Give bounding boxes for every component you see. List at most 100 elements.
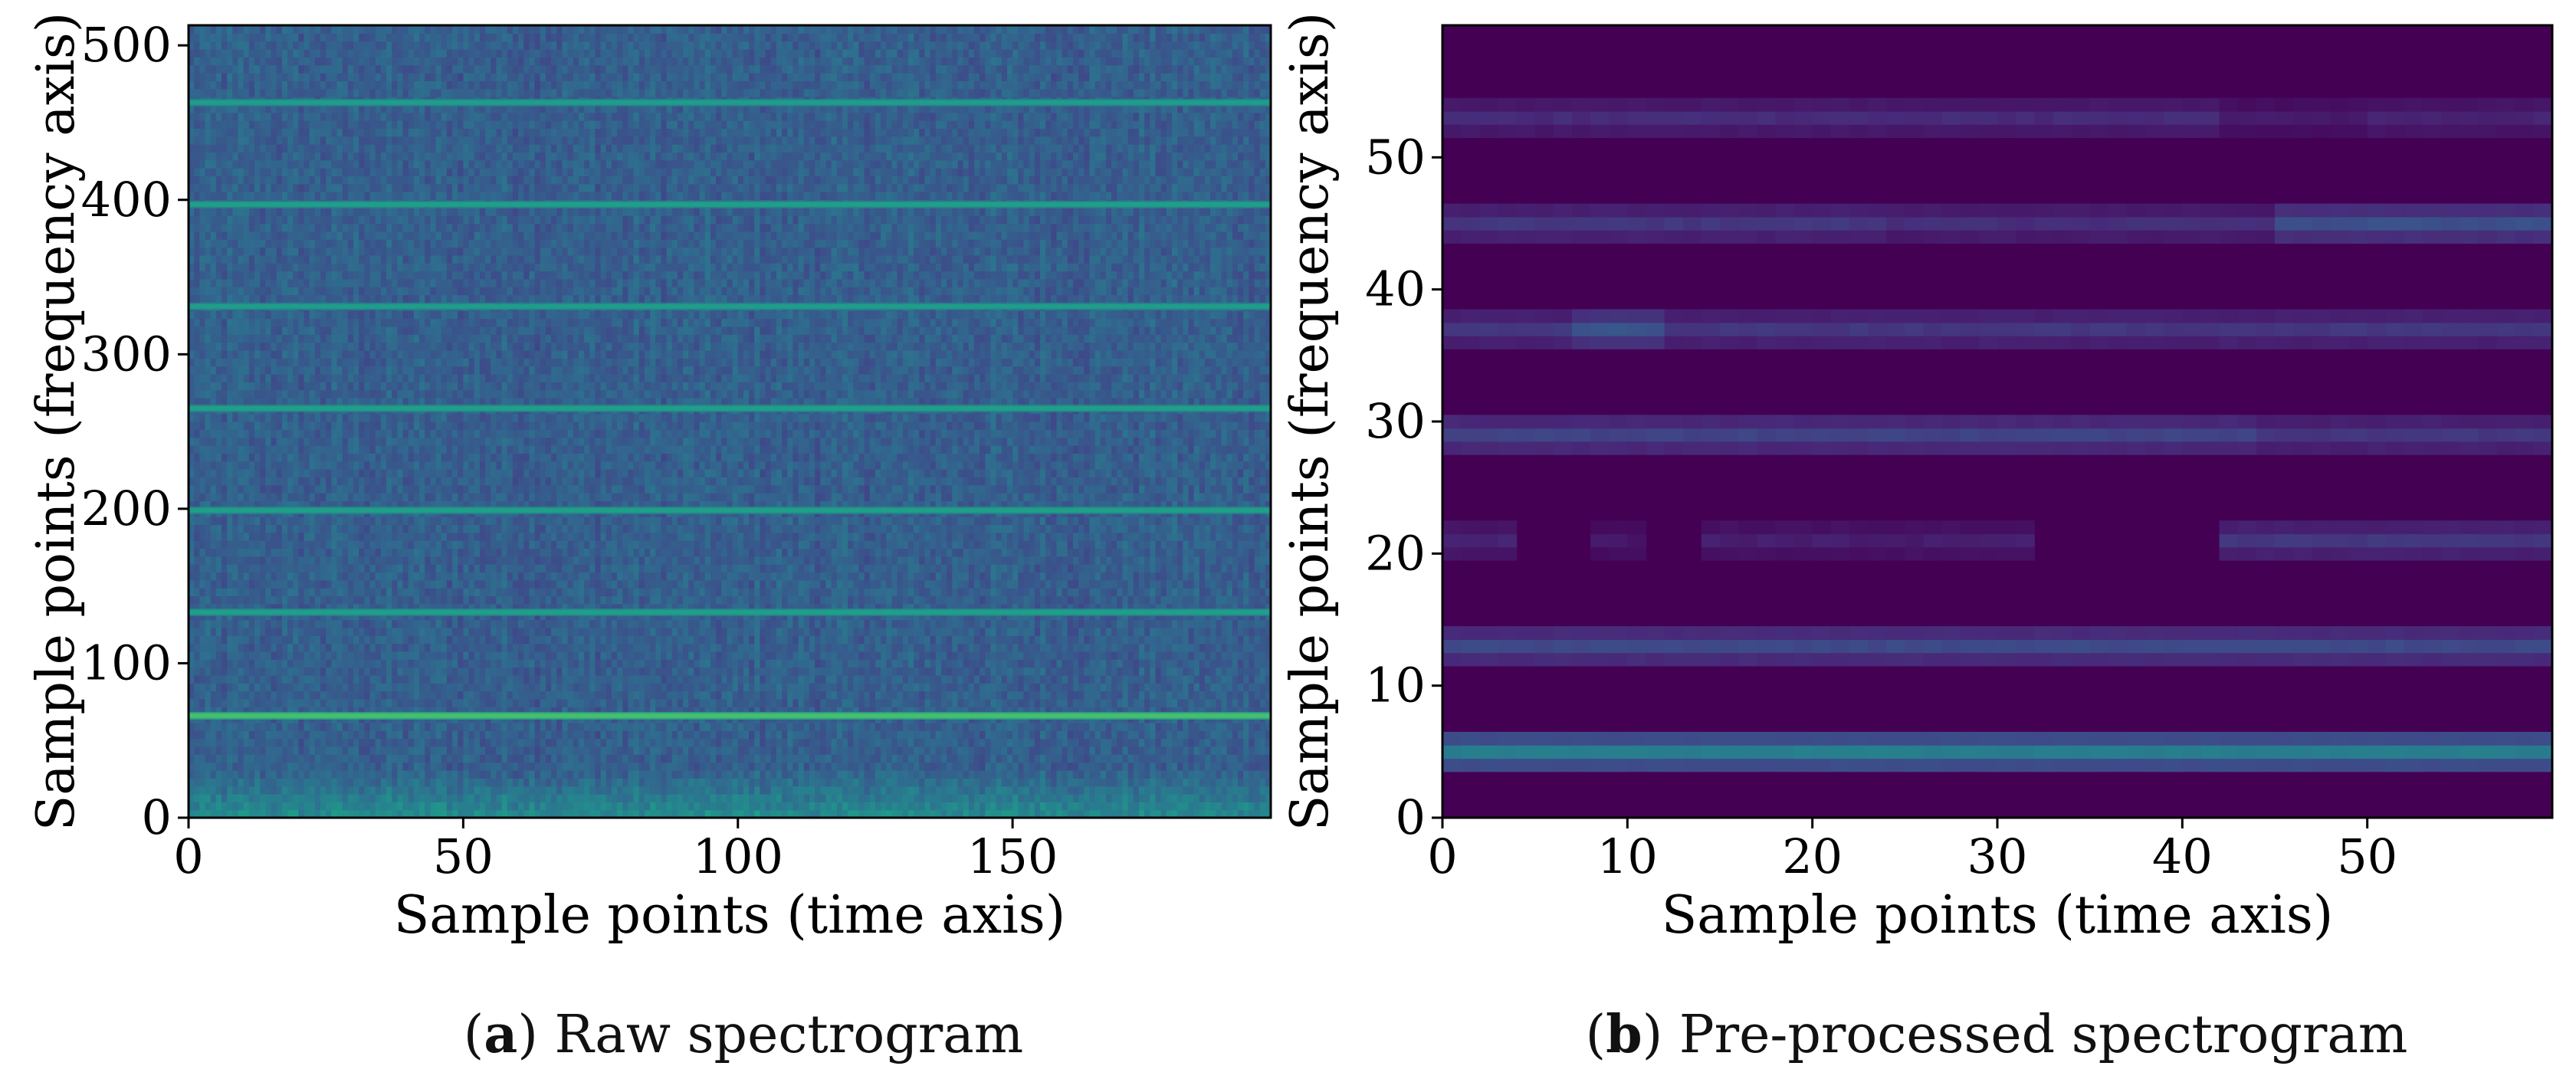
heatmap-cell xyxy=(699,707,706,716)
heatmap-cell xyxy=(309,786,316,795)
heatmap-cell xyxy=(189,683,195,692)
heatmap-cell xyxy=(1249,778,1255,787)
heatmap-cell xyxy=(491,738,497,747)
heatmap-cell xyxy=(1155,635,1162,645)
heatmap-cell xyxy=(611,754,618,763)
heatmap-cell xyxy=(189,809,195,818)
heatmap-cell xyxy=(754,769,761,779)
heatmap-cell xyxy=(425,667,431,676)
heatmap-cell xyxy=(1111,619,1117,628)
heatmap-cell xyxy=(1029,809,1035,818)
heatmap-cell xyxy=(1155,802,1162,811)
heatmap-cell xyxy=(776,698,783,707)
heatmap-cell xyxy=(1105,707,1112,716)
heatmap-cell xyxy=(1226,707,1233,716)
heatmap-cell xyxy=(1226,619,1233,628)
heatmap-cell xyxy=(458,627,464,636)
heatmap-cell xyxy=(227,769,233,779)
heatmap-cell xyxy=(364,635,371,645)
heatmap-cell xyxy=(902,619,909,628)
heatmap-cell xyxy=(435,730,442,740)
heatmap-cell xyxy=(1166,802,1173,811)
heatmap-cell xyxy=(1166,738,1173,747)
heatmap-cell xyxy=(930,690,937,700)
heatmap-cell xyxy=(1133,619,1140,628)
heatmap-cell xyxy=(683,793,689,802)
heatmap-cell xyxy=(919,683,926,692)
heatmap-cell xyxy=(1117,786,1124,795)
heatmap-cell xyxy=(507,738,514,747)
heatmap-cell xyxy=(578,674,585,684)
heatmap-cell xyxy=(902,667,909,676)
heatmap-cell xyxy=(584,738,590,747)
heatmap-cell xyxy=(1210,643,1216,652)
heatmap-cell xyxy=(232,659,239,668)
heatmap-cell xyxy=(820,698,827,707)
heatmap-cell xyxy=(930,762,937,771)
heatmap-cell xyxy=(924,793,931,802)
heatmap-cell xyxy=(1117,778,1124,787)
heatmap-cell xyxy=(644,809,651,818)
heatmap-cell xyxy=(1150,659,1157,668)
heatmap-cell xyxy=(551,635,557,645)
heatmap-cell xyxy=(699,802,706,811)
heatmap-cell xyxy=(359,746,365,755)
heatmap-cell xyxy=(331,809,338,818)
heatmap-cell xyxy=(749,667,755,676)
heatmap-cell xyxy=(875,674,881,684)
heatmap-cell xyxy=(287,722,294,731)
heatmap-cell xyxy=(584,627,590,636)
heatmap-cell xyxy=(990,802,997,811)
heatmap-cell xyxy=(435,793,442,802)
heatmap-cell xyxy=(677,730,684,740)
heatmap-cell xyxy=(254,674,261,684)
heatmap-cell xyxy=(907,674,914,684)
heatmap-cell xyxy=(655,809,662,818)
heatmap-cell xyxy=(661,730,668,740)
heatmap-cell xyxy=(1100,738,1107,747)
heatmap-cell xyxy=(622,651,628,660)
heatmap-cell xyxy=(803,707,810,716)
heatmap-cell xyxy=(721,690,728,700)
heatmap-cell xyxy=(369,809,376,818)
heatmap-cell xyxy=(919,778,926,787)
heatmap-cell xyxy=(611,793,618,802)
heatmap-cell xyxy=(1029,619,1035,628)
heatmap-cell xyxy=(309,754,316,763)
heatmap-cell xyxy=(1155,793,1162,802)
heatmap-cell xyxy=(392,674,398,684)
heatmap-cell xyxy=(556,786,563,795)
heatmap-cell xyxy=(1171,802,1178,811)
heatmap-cell xyxy=(276,651,283,660)
heatmap-cell xyxy=(534,674,541,684)
heatmap-cell xyxy=(803,619,810,628)
heatmap-cell xyxy=(1067,793,1074,802)
heatmap-cell xyxy=(1127,619,1134,628)
heatmap-cell xyxy=(309,762,316,771)
heatmap-cell xyxy=(496,762,503,771)
heatmap-cell xyxy=(721,667,728,676)
heatmap-cell xyxy=(501,683,508,692)
heatmap-cell xyxy=(710,793,717,802)
heatmap-cell xyxy=(776,690,783,700)
heatmap-cell xyxy=(419,707,425,716)
heatmap-cell xyxy=(463,809,470,818)
heatmap-cell xyxy=(721,786,728,795)
heatmap-cell xyxy=(699,786,706,795)
heatmap-cell xyxy=(468,707,475,716)
heatmap-cell xyxy=(848,659,854,668)
heatmap-cell xyxy=(611,809,618,818)
heatmap-cell xyxy=(386,635,392,645)
heatmap-cell xyxy=(578,635,585,645)
heatmap-cell xyxy=(798,802,805,811)
heatmap-cell xyxy=(215,643,222,652)
heatmap-cell xyxy=(1166,627,1173,636)
heatmap-cell xyxy=(194,746,200,755)
heatmap-cell xyxy=(545,754,552,763)
heatmap-cell xyxy=(617,707,623,716)
heatmap-cell xyxy=(1188,786,1195,795)
heatmap-cell xyxy=(194,683,200,692)
heatmap-cell xyxy=(595,754,602,763)
heatmap-cell xyxy=(1029,802,1035,811)
heatmap-cell xyxy=(413,809,420,818)
